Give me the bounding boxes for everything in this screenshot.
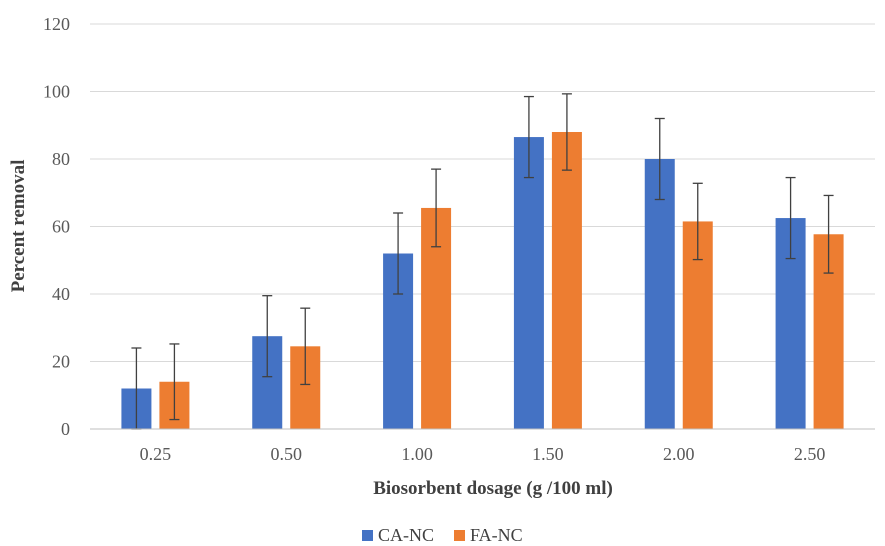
- y-tick-label: 40: [52, 284, 70, 304]
- y-tick-label: 60: [52, 217, 70, 237]
- legend-swatch-fa-nc: [454, 530, 465, 541]
- y-tick-label: 80: [52, 149, 70, 169]
- bar-ca-nc-1.50: [513, 137, 544, 429]
- y-axis-title: Percent removal: [8, 160, 29, 293]
- y-tick-label: 20: [52, 352, 70, 372]
- legend: CA-NC FA-NC: [362, 525, 523, 545]
- x-tick-label: 0.25: [140, 444, 172, 464]
- legend-swatch-ca-nc: [362, 530, 373, 541]
- gridlines: [90, 23, 875, 362]
- bars: [121, 132, 844, 429]
- y-tick-label: 0: [61, 419, 70, 439]
- x-axis-title: Biosorbent dosage (g /100 ml): [373, 478, 613, 499]
- legend-label-fa-nc: FA-NC: [470, 525, 523, 545]
- y-axis-tick-labels: 0 20 40 60 80 100 120: [43, 14, 70, 439]
- x-tick-label: 1.50: [532, 444, 564, 464]
- y-tick-label: 100: [43, 82, 70, 102]
- x-tick-label: 2.00: [663, 444, 695, 464]
- legend-label-ca-nc: CA-NC: [378, 525, 434, 545]
- error-bars: [131, 93, 834, 430]
- bar-ca-nc-2.00: [644, 159, 675, 429]
- x-tick-label: 1.00: [401, 444, 433, 464]
- x-axis-tick-labels: 0.25 0.50 1.00 1.50 2.00 2.50: [140, 444, 826, 464]
- x-tick-label: 2.50: [794, 444, 826, 464]
- y-tick-label: 120: [43, 14, 70, 34]
- x-tick-label: 0.50: [271, 444, 303, 464]
- bar-fa-nc-1.50: [551, 132, 582, 429]
